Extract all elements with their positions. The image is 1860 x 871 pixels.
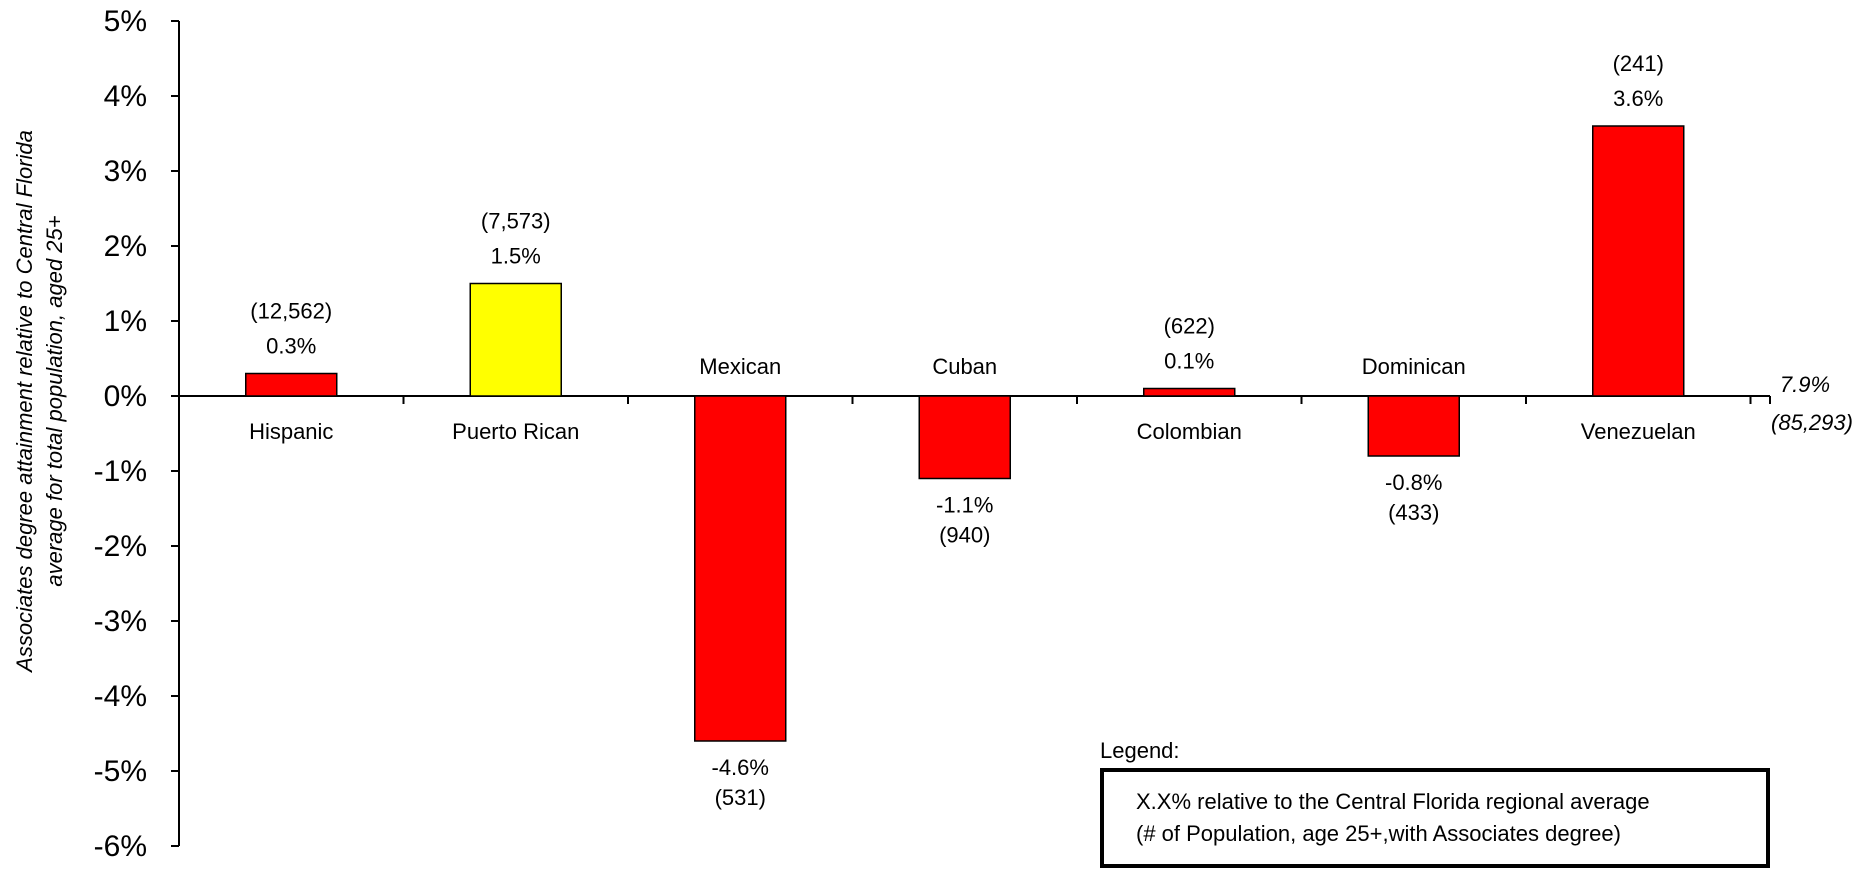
bar-puerto-rican — [469, 282, 562, 397]
count-label: (7,573) — [481, 209, 551, 234]
y-tick-label: 1% — [104, 305, 147, 338]
y-tick-label: -1% — [94, 455, 147, 488]
category-label: Venezuelan — [1581, 419, 1696, 444]
count-label: (622) — [1164, 314, 1215, 339]
y-axis-title-line-1: Associates degree attainment relative to… — [12, 130, 37, 674]
value-label: -1.1% — [936, 493, 993, 518]
count-label: (433) — [1388, 500, 1439, 525]
value-label: 0.1% — [1164, 349, 1214, 374]
legend-line-2: (# of Population, age 25+,with Associate… — [1136, 821, 1621, 846]
count-label: (531) — [715, 785, 766, 810]
y-tick-label: -5% — [94, 755, 147, 788]
count-label: (940) — [939, 523, 990, 548]
value-label: 3.6% — [1613, 86, 1663, 111]
y-tick-label: -3% — [94, 605, 147, 638]
bar-dominican — [1367, 395, 1460, 457]
y-tick-label: 0% — [104, 380, 147, 413]
bar-hispanic — [245, 372, 338, 397]
y-tick-label: -6% — [94, 830, 147, 863]
category-label: Colombian — [1137, 419, 1242, 444]
y-tick-label: 2% — [104, 230, 147, 263]
bar-venezuelan — [1592, 125, 1685, 397]
value-label: 0.3% — [266, 334, 316, 359]
category-label: Mexican — [699, 354, 781, 379]
legend-title: Legend: — [1100, 738, 1180, 763]
category-label: Puerto Rican — [452, 419, 579, 444]
category-label: Cuban — [932, 354, 997, 379]
category-label: Dominican — [1362, 354, 1466, 379]
legend-box: X.X% relative to the Central Florida reg… — [1100, 768, 1770, 868]
y-tick-label: 4% — [104, 80, 147, 113]
reference-count-label: (85,293) — [1771, 410, 1853, 435]
y-tick-label: -2% — [94, 530, 147, 563]
category-label: Hispanic — [249, 419, 333, 444]
count-label: (241) — [1613, 51, 1664, 76]
reference-value-label: 7.9% — [1780, 372, 1830, 397]
bar-colombian — [1143, 387, 1236, 397]
count-label: (12,562) — [250, 299, 332, 324]
y-axis: 5% 4% 3% 2% 1% 0% -1% -2% -3% -4% -5% -6% — [94, 5, 180, 863]
value-label: -4.6% — [712, 755, 769, 780]
y-tick-label: -4% — [94, 680, 147, 713]
bars — [245, 125, 1685, 742]
y-tick-label: 5% — [104, 5, 147, 38]
bar-mexican — [694, 395, 787, 742]
value-label: -0.8% — [1385, 470, 1442, 495]
data-labels: 0.3% (12,562) Hispanic 1.5% (7,573) Puerto Ri… — [249, 51, 1696, 810]
bar-cuban — [918, 395, 1011, 480]
value-label: 1.5% — [491, 244, 541, 269]
y-tick-label: 3% — [104, 155, 147, 188]
y-axis-title-line-2: average for total population, aged 25+ — [42, 215, 67, 586]
legend-line-1: X.X% relative to the Central Florida reg… — [1136, 789, 1650, 814]
